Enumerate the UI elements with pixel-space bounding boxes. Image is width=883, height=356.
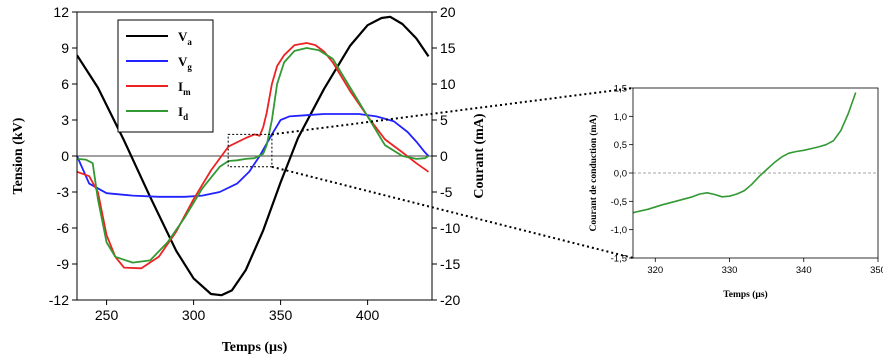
x-tick-label: 300 (182, 307, 206, 323)
inset-y-tick-label: 1,0 (614, 112, 627, 123)
inset-x-tick-label: 330 (722, 265, 738, 276)
y2-tick-label: -20 (440, 292, 460, 308)
legend-box (117, 19, 214, 133)
x-tick-label: 250 (95, 307, 119, 323)
y-tick-label: 0 (61, 148, 69, 164)
legend-label: Id (178, 104, 188, 122)
series-line-vg (77, 113, 430, 198)
inset-y-tick-label: -1,0 (611, 225, 627, 236)
y-tick-label: -9 (57, 256, 70, 272)
inset-y-tick-label: 0,0 (614, 169, 627, 180)
series-line-im (77, 42, 430, 270)
x-ticks: 250 300 350 400 (95, 300, 380, 323)
zoom-region-box (227, 133, 273, 168)
y-tick-label: 3 (61, 112, 69, 128)
inset-y-ticks: -1,5 -1,0 -0,5 0,0 0,5 1,0 1,5 (611, 84, 633, 265)
series-line-va (77, 15, 430, 297)
inset-y-tick-label: 1,5 (614, 84, 627, 95)
zoom-connector-top (271, 87, 634, 136)
x-axis-label: Temps (µs) (222, 340, 288, 355)
y-tick-label: -3 (57, 184, 70, 200)
y2-tick-label: 15 (440, 40, 456, 56)
x-tick-label: 350 (269, 307, 293, 323)
y-tick-label: -6 (57, 220, 70, 236)
y2-tick-label: 10 (440, 76, 456, 92)
series-line-id (77, 47, 429, 264)
inset-series (633, 92, 857, 214)
inset-x-ticks: 320 330 340 350 (647, 258, 883, 276)
y2-tick-label: -10 (440, 220, 460, 236)
inset-y-tick-label: -1,5 (611, 254, 627, 265)
inset-x-tick-label: 340 (796, 265, 812, 276)
y-tick-label: 6 (61, 76, 69, 92)
main-series (77, 15, 430, 297)
y-tick-label: 12 (53, 4, 69, 20)
inset-y-tick-label: 0,5 (614, 140, 627, 151)
x-tick-label: 400 (356, 307, 380, 323)
y2-tick-label: -15 (440, 256, 460, 272)
y-axis-label-left: Tension (kV) (11, 117, 26, 194)
y-axis-label-right: Courant (mA) (472, 113, 487, 198)
inset-x-axis-label: Temps (µs) (723, 289, 767, 300)
y-tick-label: -12 (49, 292, 69, 308)
inset-series-line (633, 92, 857, 214)
y2-tick-label: -5 (440, 184, 453, 200)
y-ticks-left: -12 -9 -6 -3 0 3 6 9 12 (49, 4, 77, 308)
y-tick-label: 9 (61, 40, 69, 56)
inset-y-tick-label: -0,5 (611, 197, 627, 208)
inset-chart: 320 330 340 350 -1,5 -1,0 -0,5 0,0 0,5 1,0 1,5 Te… (588, 84, 883, 301)
main-chart: 250 300 350 400 -12 -9 -6 -3 0 3 6 9 12 -20 -15 -10 -5… (11, 4, 487, 355)
y2-tick-label: 0 (440, 148, 448, 164)
inset-y-axis-label: Courant de conduction (mA) (588, 115, 599, 232)
inset-x-tick-label: 350 (870, 265, 883, 276)
zoom-connector-bottom (271, 165, 634, 259)
y2-tick-label: 5 (440, 112, 448, 128)
inset-x-tick-label: 320 (647, 265, 663, 276)
y-ticks-right: -20 -15 -10 -5 0 5 10 15 20 (432, 4, 460, 308)
y2-tick-label: 20 (440, 4, 456, 20)
